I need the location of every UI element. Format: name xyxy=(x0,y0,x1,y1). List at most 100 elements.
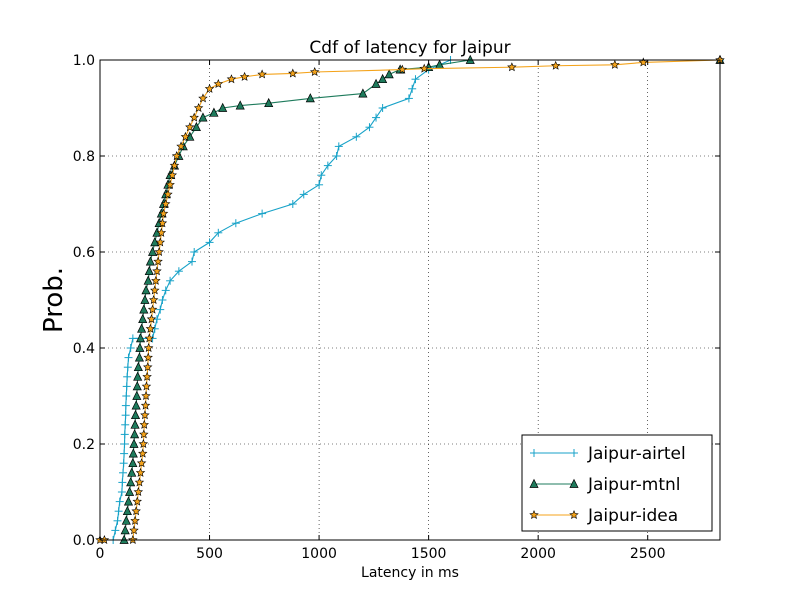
data-point xyxy=(154,247,164,257)
data-point xyxy=(122,505,132,516)
data-point xyxy=(152,266,162,276)
data-point xyxy=(140,294,150,304)
data-point xyxy=(213,79,224,89)
data-point xyxy=(151,275,161,285)
data-point xyxy=(135,333,146,343)
legend-entry: Jaipur-mtnl xyxy=(529,475,680,495)
x-axis-label: Latency in ms xyxy=(361,565,459,581)
data-point xyxy=(140,410,150,420)
y-tick-label: 0.6 xyxy=(73,245,95,261)
data-point xyxy=(198,112,208,122)
legend-label: Jaipur-idea xyxy=(587,506,678,526)
y-tick-label: 0.2 xyxy=(73,437,95,453)
data-point xyxy=(235,100,245,110)
data-point xyxy=(193,103,204,113)
data-point xyxy=(239,71,250,81)
data-point xyxy=(507,62,517,72)
series-jaipur-airtel xyxy=(109,56,724,544)
data-point xyxy=(141,391,151,401)
data-point xyxy=(305,93,315,103)
data-point xyxy=(133,361,143,372)
legend-marker xyxy=(529,478,539,488)
data-point xyxy=(143,343,154,353)
legend-entry: Jaipur-idea xyxy=(529,506,678,526)
data-point xyxy=(257,69,267,79)
data-point xyxy=(142,371,152,381)
data-point xyxy=(171,151,182,161)
data-point xyxy=(155,237,165,247)
data-point xyxy=(144,265,154,276)
data-point xyxy=(358,88,368,98)
data-point xyxy=(156,227,167,237)
data-point xyxy=(131,506,141,516)
data-point xyxy=(130,409,141,420)
data-point xyxy=(133,487,144,497)
ticks: 0 500 1000 1500 2000 2500 0.0 0.2 0.4 0.6 0.8 1.0 xyxy=(73,53,720,562)
x-tick-label: 1000 xyxy=(301,546,337,562)
data-point xyxy=(180,131,191,141)
data-point xyxy=(137,448,148,458)
plot-frame xyxy=(99,59,721,541)
data-point xyxy=(191,121,201,132)
y-tick-label: 0.0 xyxy=(73,533,95,549)
series-jaipur-idea xyxy=(95,55,725,545)
data-point xyxy=(141,285,151,295)
data-point xyxy=(121,515,131,525)
data-point xyxy=(204,83,215,93)
data-point xyxy=(144,333,155,343)
legend-marker xyxy=(569,478,579,488)
data-point xyxy=(226,74,237,84)
data-point xyxy=(128,457,138,468)
data-point xyxy=(264,97,274,108)
data-point xyxy=(610,59,620,69)
data-point xyxy=(131,400,141,410)
data-point xyxy=(143,362,153,372)
data-point xyxy=(138,313,148,324)
legend: Jaipur-airtel Jaipur-mtnl Jaipur-idea xyxy=(521,434,713,532)
data-point xyxy=(139,419,149,429)
data-point xyxy=(371,78,381,88)
data-point xyxy=(163,189,173,199)
data-point xyxy=(136,458,147,468)
data-point xyxy=(130,429,140,439)
data-point xyxy=(176,141,186,151)
data-point xyxy=(198,93,208,103)
y-tick-label: 0.4 xyxy=(73,341,95,357)
data-point xyxy=(189,112,199,122)
data-point xyxy=(141,381,152,391)
data-point xyxy=(120,525,130,535)
data-point xyxy=(419,63,429,73)
data-point xyxy=(134,352,145,362)
data-point xyxy=(137,323,147,333)
legend-entry: Jaipur-airtel xyxy=(530,444,686,464)
data-point xyxy=(218,102,228,112)
series-layer xyxy=(95,54,725,545)
data-point xyxy=(384,69,394,79)
legend-marker xyxy=(529,510,539,520)
data-point xyxy=(148,246,158,256)
data-point xyxy=(143,275,153,285)
data-point xyxy=(125,486,135,496)
y-tick-label: 0.8 xyxy=(73,149,95,165)
legend-label: Jaipur-airtel xyxy=(587,444,686,464)
data-point xyxy=(129,438,139,448)
x-tick-label: 0 xyxy=(96,546,105,562)
data-point xyxy=(127,467,137,477)
data-point xyxy=(309,67,320,77)
data-point xyxy=(157,218,168,228)
data-point xyxy=(638,57,649,67)
data-point xyxy=(145,256,155,266)
data-point xyxy=(185,122,195,132)
y-tick-label: 1.0 xyxy=(73,53,95,69)
data-point xyxy=(378,73,388,84)
data-point xyxy=(130,515,140,525)
data-point xyxy=(128,448,138,458)
data-point xyxy=(146,314,157,324)
data-point xyxy=(209,107,219,117)
data-point xyxy=(148,295,159,305)
data-point xyxy=(126,477,136,487)
x-tick-label: 500 xyxy=(196,546,223,562)
x-tick-label: 2000 xyxy=(520,546,556,562)
data-point xyxy=(288,68,298,78)
